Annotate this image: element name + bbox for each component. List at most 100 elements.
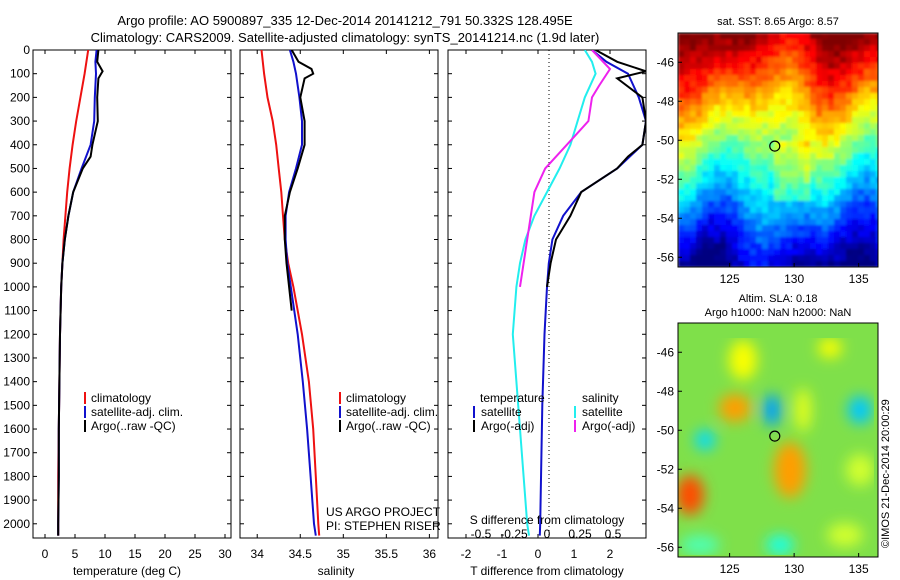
heatmap-cell <box>780 207 787 214</box>
heatmap-cell <box>840 165 847 172</box>
heatmap-cell <box>774 69 781 76</box>
heatmap-cell <box>726 195 733 202</box>
heatmap-cell <box>798 243 805 250</box>
heatmap-cell <box>684 129 691 136</box>
salinity-axis-ticks: 34 34.5 35 35.5 36 <box>240 49 438 561</box>
heatmap-cell <box>852 189 859 196</box>
heatmap-cell <box>702 33 709 40</box>
heatmap-cell <box>798 33 805 40</box>
heatmap-cell <box>774 261 781 267</box>
heatmap-cell <box>840 261 847 267</box>
heatmap-cell <box>786 153 793 160</box>
heatmap-cell <box>840 195 847 202</box>
heatmap-cell <box>858 153 865 160</box>
heatmap-cell <box>828 201 835 208</box>
y-tick-label: 1300 <box>3 351 30 365</box>
heatmap-cell <box>804 207 811 214</box>
heatmap-cell <box>804 213 811 220</box>
heatmap-cell <box>750 171 757 178</box>
heatmap-cell <box>678 81 685 88</box>
heatmap-cell <box>780 165 787 172</box>
heatmap-cell <box>876 33 878 40</box>
heatmap-cell <box>750 243 757 250</box>
heatmap-cell <box>750 195 757 202</box>
heatmap-cell <box>780 255 787 262</box>
heatmap-cell <box>834 261 841 267</box>
heatmap-cell <box>678 129 685 136</box>
heatmap-cell <box>738 183 745 190</box>
heatmap-blob <box>827 523 863 547</box>
heatmap-cell <box>756 123 763 130</box>
heatmap-cell <box>720 129 727 136</box>
heatmap-cell <box>852 243 859 250</box>
heatmap-cell <box>828 129 835 136</box>
heatmap-cell <box>780 33 787 40</box>
heatmap-cell <box>792 189 799 196</box>
heatmap-cell <box>822 117 829 124</box>
heatmap-cell <box>678 183 685 190</box>
heatmap-cell <box>696 159 703 166</box>
heatmap-cell <box>678 87 685 94</box>
heatmap-cell <box>822 129 829 136</box>
heatmap-cell <box>702 171 709 178</box>
heatmap-cell <box>762 63 769 70</box>
heatmap-cell <box>792 135 799 142</box>
heatmap-cell <box>876 135 878 142</box>
heatmap-cell <box>726 75 733 82</box>
heatmap-cell <box>816 105 823 112</box>
heatmap-cell <box>714 255 721 262</box>
heatmap-cell <box>864 129 871 136</box>
heatmap-cell <box>690 87 697 94</box>
heatmap-cell <box>684 219 691 226</box>
heatmap-cell <box>822 189 829 196</box>
heatmap-cell <box>756 105 763 112</box>
heatmap-cell <box>786 33 793 40</box>
heatmap-cell <box>720 219 727 226</box>
heatmap-cell <box>702 195 709 202</box>
heatmap-cell <box>774 75 781 82</box>
heatmap-cell <box>864 171 871 178</box>
heatmap-cell <box>780 141 787 148</box>
heatmap-cell <box>822 99 829 106</box>
heatmap-cell <box>708 207 715 214</box>
heatmap-cell <box>798 201 805 208</box>
heatmap-cell <box>864 87 871 94</box>
heatmap-cell <box>702 225 709 232</box>
heatmap-cell <box>720 111 727 118</box>
heatmap-cell <box>828 93 835 100</box>
heatmap-cell <box>798 51 805 58</box>
heatmap-cell <box>678 123 685 130</box>
heatmap-cell <box>852 123 859 130</box>
heatmap-cell <box>708 159 715 166</box>
heatmap-cell <box>822 261 829 267</box>
heatmap-cell <box>828 117 835 124</box>
heatmap-cell <box>726 105 733 112</box>
heatmap-cell <box>840 147 847 154</box>
heatmap-cell <box>702 201 709 208</box>
heatmap-cell <box>720 165 727 172</box>
heatmap-cell <box>750 207 757 214</box>
heatmap-cell <box>864 39 871 46</box>
heatmap-cell <box>816 69 823 76</box>
heatmap-cell <box>690 195 697 202</box>
heatmap-cell <box>780 39 787 46</box>
heatmap-cell <box>828 225 835 232</box>
heatmap-cell <box>702 117 709 124</box>
heatmap-cell <box>714 63 721 70</box>
heatmap-cell <box>816 153 823 160</box>
heatmap-cell <box>816 207 823 214</box>
heatmap-cell <box>876 123 878 130</box>
heatmap-cell <box>828 51 835 58</box>
heatmap-cell <box>744 141 751 148</box>
heatmap-cell <box>714 189 721 196</box>
heatmap-cell <box>786 45 793 52</box>
heatmap-cell <box>732 237 739 244</box>
heatmap-cell <box>768 111 775 118</box>
heatmap-cell <box>804 129 811 136</box>
heatmap-cell <box>876 51 878 58</box>
heatmap-cell <box>738 147 745 154</box>
heatmap-cell <box>738 75 745 82</box>
heatmap-cell <box>816 141 823 148</box>
heatmap-cell <box>864 213 871 220</box>
heatmap-cell <box>810 237 817 244</box>
